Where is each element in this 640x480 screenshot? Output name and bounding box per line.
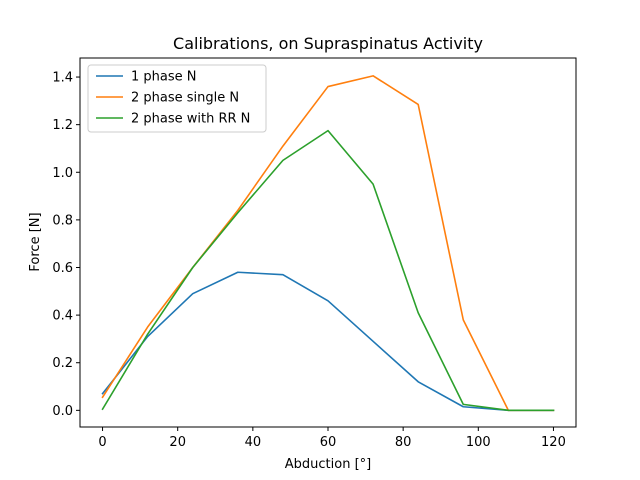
series-line-1 <box>101 271 555 412</box>
x-tick-label: 100 <box>466 435 491 450</box>
y-tick-label: 1.2 <box>52 118 73 133</box>
y-tick-label: 0.8 <box>52 213 73 228</box>
chart-title: Calibrations, on Supraspinatus Activity <box>173 34 483 53</box>
x-tick-label: 120 <box>541 435 566 450</box>
y-tick-label: 1.4 <box>52 71 73 86</box>
x-tick-label: 40 <box>245 435 262 450</box>
x-axis: 0 20 40 60 80 100 120 <box>98 427 566 450</box>
series-line-3 <box>101 129 555 412</box>
y-tick-label: 0.4 <box>52 309 73 324</box>
y-tick-label: 0.6 <box>52 261 73 276</box>
y-axis: 0.0 0.2 0.4 0.6 0.8 1.0 1.2 1.4 <box>52 71 80 419</box>
x-tick-label: 60 <box>320 435 337 450</box>
legend-label-3: 2 phase with RR N <box>131 112 250 127</box>
x-tick-label: 20 <box>169 435 186 450</box>
legend-box <box>87 64 267 133</box>
y-axis-label: Force [N] <box>28 212 43 271</box>
legend-label-2: 2 phase single N <box>131 91 239 106</box>
y-tick-label: 0.0 <box>52 404 73 419</box>
x-tick-label: 80 <box>395 435 412 450</box>
legend: 1 phase N 2 phase single N 2 phase with RR… <box>87 64 267 133</box>
y-tick-label: 0.2 <box>52 356 73 371</box>
x-axis-label: Abduction [°] <box>285 457 371 472</box>
legend-label-1: 1 phase N <box>131 70 197 85</box>
y-tick-label: 1.0 <box>52 166 73 181</box>
series-line-2 <box>101 75 555 412</box>
plot-area <box>101 75 555 412</box>
x-tick-label: 0 <box>98 435 106 450</box>
